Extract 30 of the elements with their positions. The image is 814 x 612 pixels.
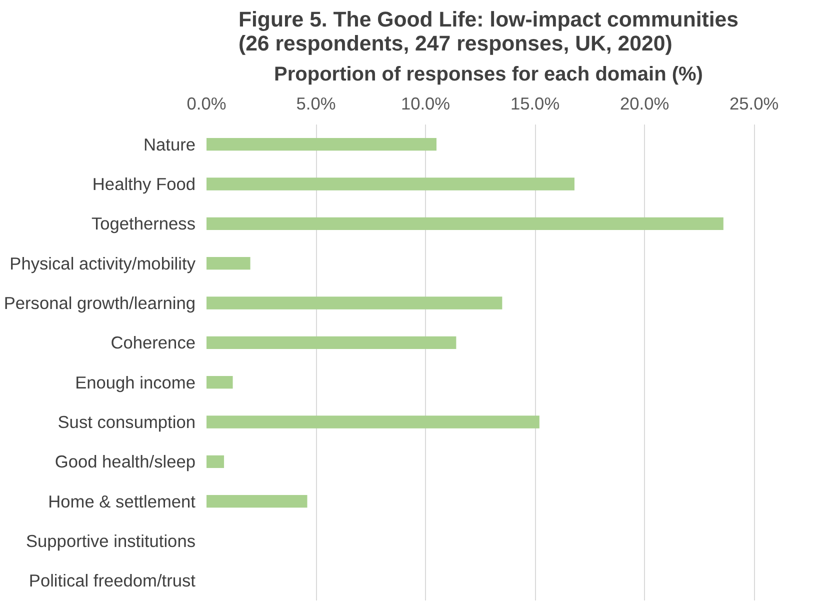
bar (206, 376, 233, 389)
y-tick-label: Sust consumption (58, 412, 196, 432)
y-tick-label: Personal growth/learning (4, 293, 196, 313)
y-tick-label: Good health/sleep (54, 452, 196, 472)
bar (206, 336, 456, 350)
x-tick-label: 10.0% (400, 94, 450, 114)
bar (206, 455, 224, 468)
y-tick-label: Healthy Food (92, 174, 196, 194)
y-tick-label: Physical activity/mobility (10, 253, 196, 274)
y-tick-label: Enough income (75, 372, 196, 392)
x-tick-label: 20.0% (620, 94, 670, 114)
y-tick-label: Home & settlement (48, 491, 196, 512)
y-tick-label: Nature (143, 134, 196, 154)
y-tick-label: Coherence (110, 332, 196, 353)
bar (206, 296, 502, 310)
x-tick-label: 15.0% (510, 94, 560, 114)
bar (206, 217, 724, 230)
y-tick-label: Togetherness (91, 214, 196, 234)
x-tick-label: 5.0% (296, 94, 336, 114)
x-tick-label: 25.0% (730, 94, 779, 114)
bar (206, 256, 250, 270)
x-tick-label: 0.0% (186, 94, 226, 114)
chart-title: Figure 5. The Good Life: low-impact communities (26 respondents, 247 responses, UK, 2020) (238, 8, 739, 56)
y-tick-label: Political freedom/trust (28, 570, 196, 591)
x-axis-title: Proportion of responses for each domain (%) (274, 64, 703, 86)
bar (206, 138, 436, 151)
y-tick-label: Supportive institutions (26, 531, 196, 551)
bar (206, 494, 308, 508)
bar (206, 416, 540, 428)
bar (206, 178, 574, 190)
